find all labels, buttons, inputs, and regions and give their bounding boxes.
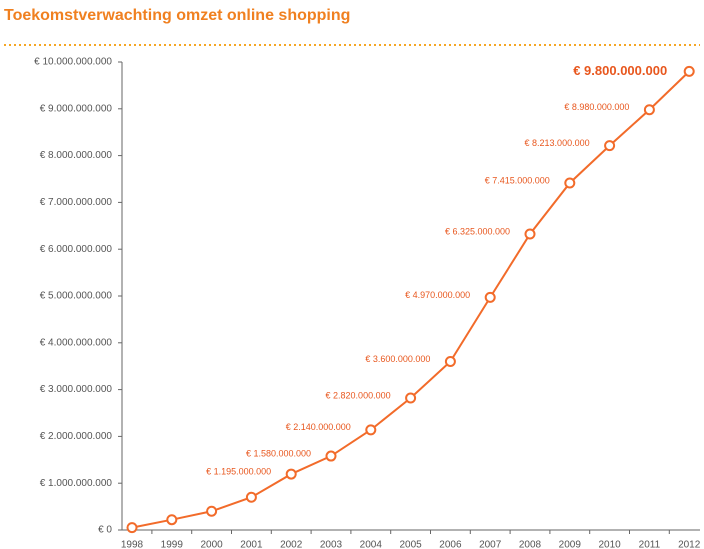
point [564,177,576,189]
x-tick-label: 2006 [439,540,462,549]
x-tick-label: 2000 [200,540,223,549]
value-label: € 1.580.000.000 [246,448,311,458]
x-tick-label: 2009 [559,540,582,549]
value-label: € 1.195.000.000 [206,466,271,476]
point [325,450,337,462]
x-tick-label: 2004 [360,540,383,549]
value-label: € 4.970.000.000 [405,290,470,300]
value-label: € 8.980.000.000 [564,102,629,112]
point [365,424,377,436]
y-tick-label: € 5.000.000.000 [40,291,113,302]
point [484,291,496,303]
x-tick-label: 2002 [280,540,303,549]
point [683,65,695,77]
value-label: € 9.800.000.000 [573,63,667,78]
y-tick-label: € 1.000.000.000 [40,478,113,489]
y-tick-label: € 4.000.000.000 [40,337,113,348]
value-label: € 7.415.000.000 [485,175,550,185]
y-tick-label: € 6.000.000.000 [40,244,113,255]
x-tick-label: 1999 [161,540,184,549]
point [405,392,417,404]
x-tick-label: 2007 [479,540,502,549]
point [643,104,655,116]
value-label: € 2.820.000.000 [326,390,391,400]
y-tick-label: € 8.000.000.000 [40,150,113,161]
y-tick-label: € 2.000.000.000 [40,431,113,442]
point [604,140,616,152]
y-tick-label: € 10.000.000.000 [34,57,112,68]
chart-title: Toekomstverwachting omzet online shoppin… [4,7,350,24]
y-tick-label: € 0 [98,525,112,536]
value-label: € 6.325.000.000 [445,226,510,236]
value-label: € 3.600.000.000 [365,354,430,364]
y-tick-label: € 9.000.000.000 [40,103,113,114]
x-tick-label: 1998 [121,540,144,549]
point [444,356,456,368]
y-tick-label: € 3.000.000.000 [40,384,113,395]
value-label: € 2.140.000.000 [286,422,351,432]
value-label: € 8.213.000.000 [525,138,590,148]
point [206,505,218,517]
y-tick-label: € 7.000.000.000 [40,197,113,208]
point [285,468,297,480]
point [126,522,138,534]
x-tick-label: 2005 [399,540,422,549]
x-tick-label: 2012 [678,540,701,549]
x-tick-label: 2008 [519,540,542,549]
x-tick-label: 2010 [598,540,621,549]
point [166,514,178,526]
point [245,491,257,503]
x-tick-label: 2003 [320,540,343,549]
point [524,228,536,240]
x-tick-label: 2001 [240,540,263,549]
x-tick-label: 2011 [639,540,661,549]
